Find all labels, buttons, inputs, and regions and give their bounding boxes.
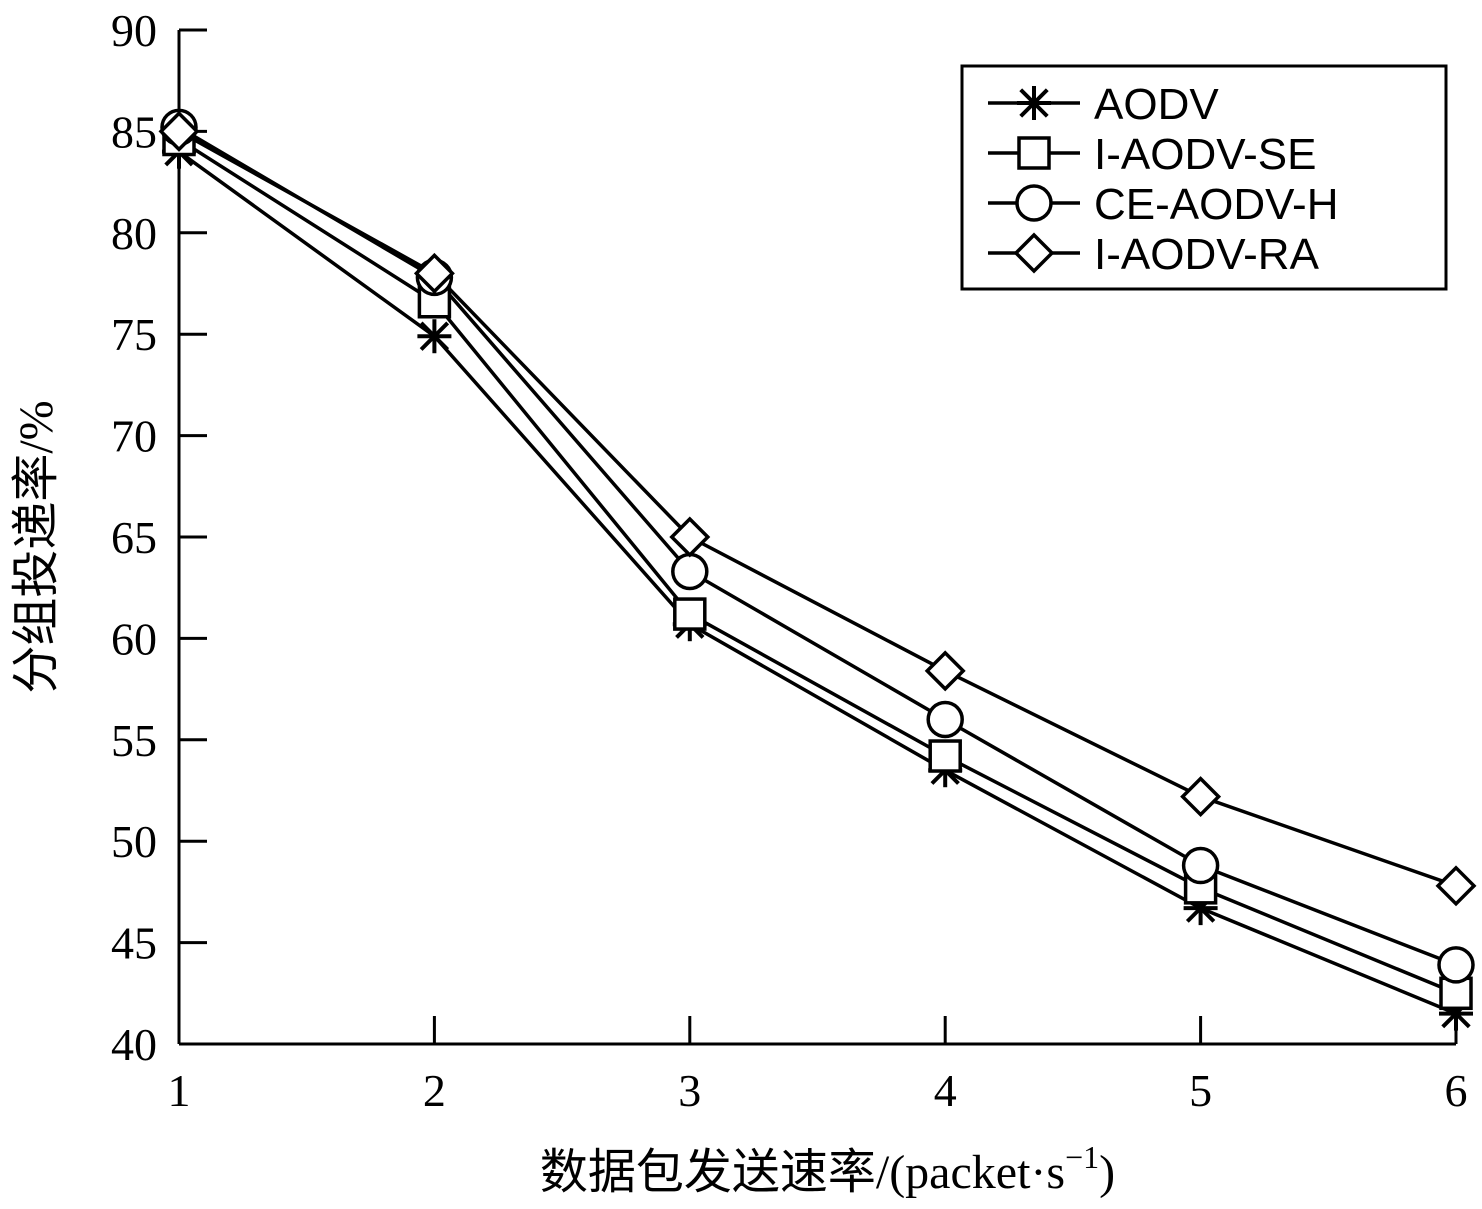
- y-tick-label: 65: [111, 512, 157, 563]
- y-tick-label: 80: [111, 208, 157, 259]
- legend-marker-i-aodv-se: [1017, 136, 1051, 170]
- y-tick-label: 50: [111, 816, 157, 867]
- marker-circle: [671, 552, 709, 591]
- x-axis-title-superscript: −1: [1065, 1139, 1099, 1175]
- data-point-i-aodv-se: [673, 597, 707, 631]
- marker-circle: [1181, 846, 1220, 885]
- data-point-ce-aodv-h: [1181, 846, 1220, 885]
- legend-marker-aodv: [1017, 86, 1051, 120]
- series-line-i-aodv-ra: [178, 129, 1457, 888]
- data-point-i-aodv-ra: [1180, 776, 1222, 818]
- marker-diamond: [413, 252, 455, 294]
- marker-diamond: [1435, 865, 1477, 907]
- y-tick-label: 55: [111, 715, 157, 766]
- y-tick-label: 40: [111, 1019, 157, 1070]
- series-line-aodv: [177, 150, 1457, 1016]
- data-point-ce-aodv-h: [1437, 946, 1475, 984]
- series-lines: [177, 125, 1457, 1016]
- y-tick-label: 75: [111, 309, 157, 360]
- y-axis-title: 分组投递率/%: [10, 400, 63, 693]
- data-point-i-aodv-ra: [1435, 865, 1477, 907]
- data-point-i-aodv-ra: [158, 110, 200, 152]
- y-tick-label: 90: [111, 5, 157, 56]
- marker-square: [1017, 136, 1051, 170]
- legend-marker-ce-aodv-h: [1015, 184, 1053, 222]
- x-axis-title-main: 数据包发送速率/(packet·s: [540, 1146, 1065, 1199]
- y-tick-label: 70: [111, 411, 157, 462]
- marker-square: [673, 597, 707, 631]
- data-point-i-aodv-ra: [669, 516, 711, 558]
- legend-label-ce-aodv-h: CE-AODV-H: [1094, 180, 1338, 229]
- marker-diamond: [924, 650, 966, 692]
- series-line-i-aodv-se: [178, 138, 1457, 995]
- y-tick-label: 60: [111, 613, 157, 664]
- series-markers: [158, 108, 1477, 1031]
- marker-diamond: [1180, 776, 1222, 818]
- legend-label-i-aodv-ra: I-AODV-RA: [1094, 230, 1320, 279]
- y-tick-label: 45: [111, 918, 157, 969]
- data-point-aodv: [417, 319, 452, 354]
- marker-stroke: [1019, 88, 1049, 118]
- x-tick-label: 3: [678, 1065, 701, 1116]
- marker-circle: [1015, 184, 1053, 222]
- x-axis-title-suffix: ): [1099, 1146, 1115, 1199]
- marker-diamond: [1013, 232, 1055, 274]
- series-line-ce-aodv-h: [178, 125, 1457, 967]
- data-point-ce-aodv-h: [926, 700, 964, 739]
- legend-label-aodv: AODV: [1094, 80, 1219, 129]
- x-tick-label: 1: [168, 1065, 191, 1116]
- x-tick-label: 2: [423, 1065, 446, 1116]
- data-point-i-aodv-se: [928, 739, 962, 773]
- data-point-i-aodv-ra: [924, 650, 966, 692]
- data-point-ce-aodv-h: [671, 552, 709, 591]
- marker-circle: [1437, 946, 1475, 984]
- legend-marker-i-aodv-ra: [1013, 232, 1055, 274]
- marker-circle: [926, 700, 964, 739]
- y-tick-label: 85: [111, 106, 157, 157]
- marker-square: [928, 739, 962, 773]
- x-axis-title: 数据包发送速率/(packet·s−1): [540, 1139, 1115, 1199]
- x-tick-label: 4: [934, 1065, 957, 1116]
- marker-diamond: [669, 516, 711, 558]
- x-tick-label: 5: [1189, 1065, 1212, 1116]
- marker-diamond: [158, 110, 200, 152]
- legend-label-i-aodv-se: I-AODV-SE: [1094, 130, 1317, 179]
- data-point-i-aodv-ra: [413, 252, 455, 294]
- marker-stroke: [419, 321, 450, 351]
- x-tick-label: 6: [1445, 1065, 1468, 1116]
